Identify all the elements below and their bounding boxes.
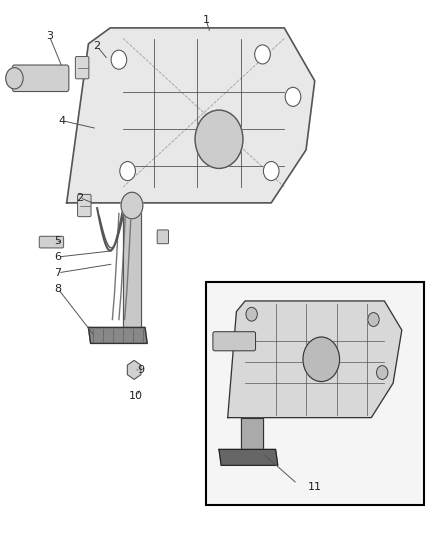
Circle shape (263, 161, 279, 181)
FancyBboxPatch shape (75, 56, 89, 79)
Text: 1: 1 (202, 15, 209, 25)
FancyBboxPatch shape (78, 195, 91, 216)
Text: 3: 3 (46, 31, 53, 41)
Circle shape (111, 50, 127, 69)
Text: 9: 9 (137, 365, 144, 375)
Circle shape (195, 110, 243, 168)
Text: 2: 2 (94, 42, 101, 52)
Bar (206, 282, 424, 505)
Polygon shape (123, 208, 141, 330)
Circle shape (368, 313, 379, 326)
Text: 10: 10 (129, 391, 143, 401)
Text: 4: 4 (59, 116, 66, 126)
FancyBboxPatch shape (39, 236, 64, 248)
Circle shape (6, 68, 23, 89)
FancyBboxPatch shape (12, 65, 69, 92)
Circle shape (285, 87, 301, 107)
Circle shape (121, 192, 143, 219)
Polygon shape (241, 418, 262, 455)
Circle shape (377, 366, 388, 379)
Polygon shape (228, 301, 402, 418)
Text: 6: 6 (54, 252, 61, 262)
Text: 7: 7 (54, 268, 61, 278)
Circle shape (120, 161, 135, 181)
Polygon shape (67, 28, 315, 203)
Text: 8: 8 (54, 284, 61, 294)
FancyBboxPatch shape (213, 332, 255, 351)
Text: 2: 2 (76, 192, 83, 203)
Circle shape (254, 45, 270, 64)
FancyBboxPatch shape (157, 230, 169, 244)
Text: 5: 5 (54, 236, 61, 246)
Polygon shape (88, 327, 147, 343)
Polygon shape (219, 449, 278, 465)
Text: 11: 11 (308, 481, 322, 491)
Circle shape (246, 308, 257, 321)
Circle shape (303, 337, 339, 382)
